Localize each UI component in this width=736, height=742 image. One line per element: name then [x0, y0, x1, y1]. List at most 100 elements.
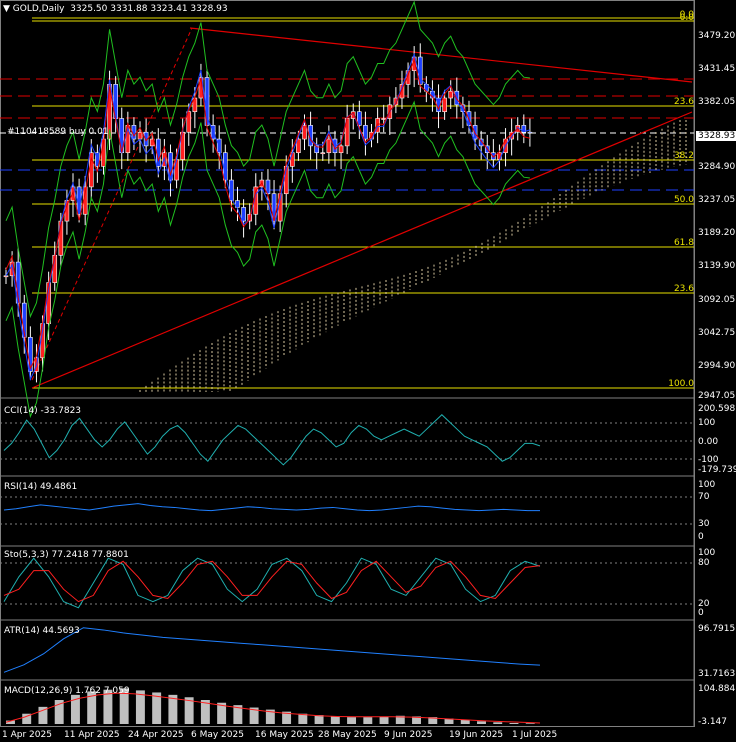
candle-body: [375, 118, 380, 133]
cci-axis-min: -179.7394: [698, 465, 736, 475]
fib-label-top-dup: 0.0: [679, 13, 694, 23]
candle-body: [527, 131, 533, 134]
atr-line: [3, 627, 541, 673]
sto-signal-line: [3, 560, 541, 603]
macd-histogram-bar: [103, 689, 113, 724]
rsi-axis-30: 30: [698, 519, 710, 529]
macd-histogram-bar: [119, 688, 129, 724]
macd-histogram-bar: [184, 697, 194, 724]
candle-body: [448, 90, 454, 99]
price-axis-label: 3479.20: [698, 31, 736, 41]
fib-label-236b: 23.6: [673, 284, 694, 294]
date-label-8: 1 Jul 2025: [512, 730, 558, 740]
macd-histogram-bar: [444, 718, 454, 724]
macd-histogram-bar: [265, 709, 275, 724]
candle-body: [186, 111, 192, 133]
macd-histogram-bar: [395, 715, 405, 724]
macd-histogram-bar: [22, 713, 32, 724]
macd-histogram-bar: [70, 694, 80, 724]
price-axis-label: 3284.90: [698, 162, 736, 172]
bollinger-lower-band: [5, 100, 530, 419]
date-label-1: 11 Apr 2025: [64, 730, 120, 740]
lower-trendline: [31, 111, 693, 389]
cci-line: [3, 414, 541, 466]
price-axis-label: 3431.45: [698, 64, 736, 74]
candle-body: [381, 118, 387, 120]
rsi-line: [3, 503, 540, 512]
macd-signal-line: [5, 692, 541, 724]
macd-histogram-bar: [509, 722, 519, 724]
candle-body: [478, 138, 484, 147]
atr-axis-max: 96.7915: [698, 624, 736, 634]
upper-trendline: [189, 27, 693, 83]
candle-body: [393, 97, 399, 106]
sto-title: Sto(5,3,3) 77.2418 77.8801: [4, 550, 129, 560]
candle-body: [174, 159, 179, 181]
signal-average-line: [5, 58, 531, 370]
macd-histogram-bar: [282, 711, 292, 724]
candle-body: [338, 145, 344, 154]
sto-axis-20: 20: [698, 599, 710, 609]
macd-histogram-bar: [477, 721, 486, 724]
sto-axis-0: 0: [698, 608, 704, 618]
macd-histogram-bar: [249, 707, 259, 724]
macd-histogram-bar: [298, 713, 308, 724]
macd-histogram-bar: [217, 702, 227, 724]
collapse-arrow-icon[interactable]: ▼: [3, 4, 10, 14]
candle-body: [302, 125, 307, 140]
candle-body: [308, 125, 313, 147]
macd-histogram-bar: [87, 691, 97, 724]
candle-body: [290, 152, 295, 167]
candle-body: [491, 152, 496, 160]
price-axis-label: 3382.05: [698, 97, 736, 107]
macd-histogram-bar: [525, 723, 535, 724]
fib-label-236: 23.6: [673, 97, 694, 107]
candle-body: [3, 275, 9, 278]
macd-histogram-bar: [152, 692, 162, 724]
date-label-0: 1 Apr 2025: [2, 730, 52, 740]
cci-axis-max: 200.5987: [698, 404, 736, 414]
date-label-7: 19 Jun 2025: [449, 730, 504, 740]
macd-histogram-bar: [200, 700, 210, 724]
macd-histogram-bar: [135, 690, 145, 724]
candle-body: [363, 125, 368, 140]
rsi-axis-70: 70: [698, 492, 710, 502]
macd-histogram-bar: [428, 717, 438, 724]
macd-histogram-bar: [6, 720, 15, 724]
bollinger-upper-band: [5, 0, 530, 319]
candle-body: [265, 179, 271, 195]
trade-label[interactable]: #110418589 buy 0.01: [7, 127, 109, 137]
price-axis-label: 2994.90: [698, 361, 736, 371]
macd-histogram-bar: [363, 717, 373, 724]
candle-body: [137, 131, 143, 140]
macd-histogram-bar: [379, 716, 389, 724]
sto-axis-80: 80: [698, 558, 710, 568]
rsi-title: RSI(14) 49.4861: [4, 482, 78, 492]
date-label-6: 9 Jun 2025: [384, 730, 433, 740]
macd-histogram-bar: [493, 722, 503, 724]
candle-body: [320, 152, 326, 155]
candle-body: [350, 111, 356, 119]
macd-histogram-bar: [54, 700, 64, 724]
candle-body: [296, 138, 301, 154]
date-label-3: 6 May 2025: [191, 730, 244, 740]
macd-histogram-bar: [412, 716, 421, 724]
price-axis-label: 3139.90: [698, 261, 736, 271]
candle-body: [241, 207, 246, 222]
price-axis-label: 3092.05: [698, 295, 736, 305]
fib-label-100: 100.0: [668, 379, 694, 389]
fib-label-618: 61.8: [673, 238, 694, 248]
symbol-label: GOLD,Daily: [12, 4, 65, 14]
macd-axis-min: -3.147: [698, 717, 728, 727]
price-axis-label: 3328.93: [696, 131, 736, 141]
date-label-5: 28 May 2025: [318, 730, 377, 740]
date-label-2: 24 Apr 2025: [128, 730, 184, 740]
cci-axis-neg100: -100: [698, 455, 719, 465]
macd-histogram-bar: [330, 716, 340, 724]
fib-diagonal-line: [31, 27, 193, 381]
candle-body: [326, 138, 332, 154]
price-axis-label: 3237.05: [698, 195, 736, 205]
atr-axis-min: 31.7163: [698, 669, 736, 679]
rsi-axis-100: 100: [698, 480, 716, 490]
